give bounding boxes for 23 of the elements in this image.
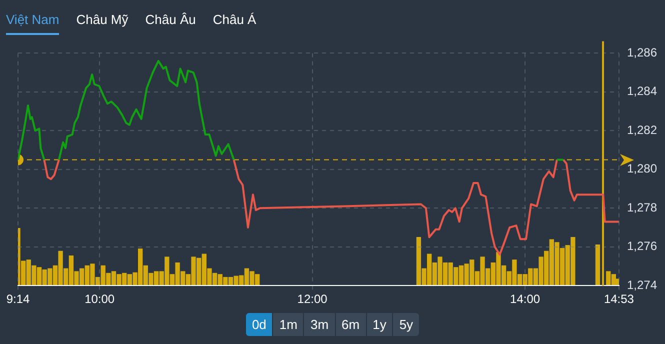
x-tick-label: 10:00 (84, 292, 115, 306)
x-tick-label: 12:00 (297, 292, 328, 306)
y-tick-label: 1,276 (626, 239, 658, 254)
x-tick-label: 9:14 (6, 292, 30, 306)
bar (595, 244, 600, 286)
x-tick-label: 14:53 (604, 292, 634, 306)
text: Châu Mỹ (76, 11, 128, 29)
text: 5y (393, 313, 420, 336)
text: 1m (273, 313, 304, 336)
text: 6m (336, 313, 367, 336)
y-tick-label: 1,280 (626, 162, 658, 176)
text: 1y (366, 313, 394, 336)
text: Việt Nam (6, 10, 60, 35)
text: Châu Âu (145, 11, 196, 29)
text: Châu Á (212, 11, 256, 29)
y-tick-label: 1,282 (626, 122, 658, 137)
y-tick-label: 1,284 (626, 84, 658, 98)
text: 0d (246, 313, 274, 336)
y-tick-label: 1,286 (626, 46, 658, 60)
x-tick-label: 14:00 (510, 292, 540, 306)
text: 3m (304, 313, 336, 336)
y-tick-label: 1,274 (626, 278, 658, 292)
y-tick-label: 1,278 (626, 200, 658, 214)
